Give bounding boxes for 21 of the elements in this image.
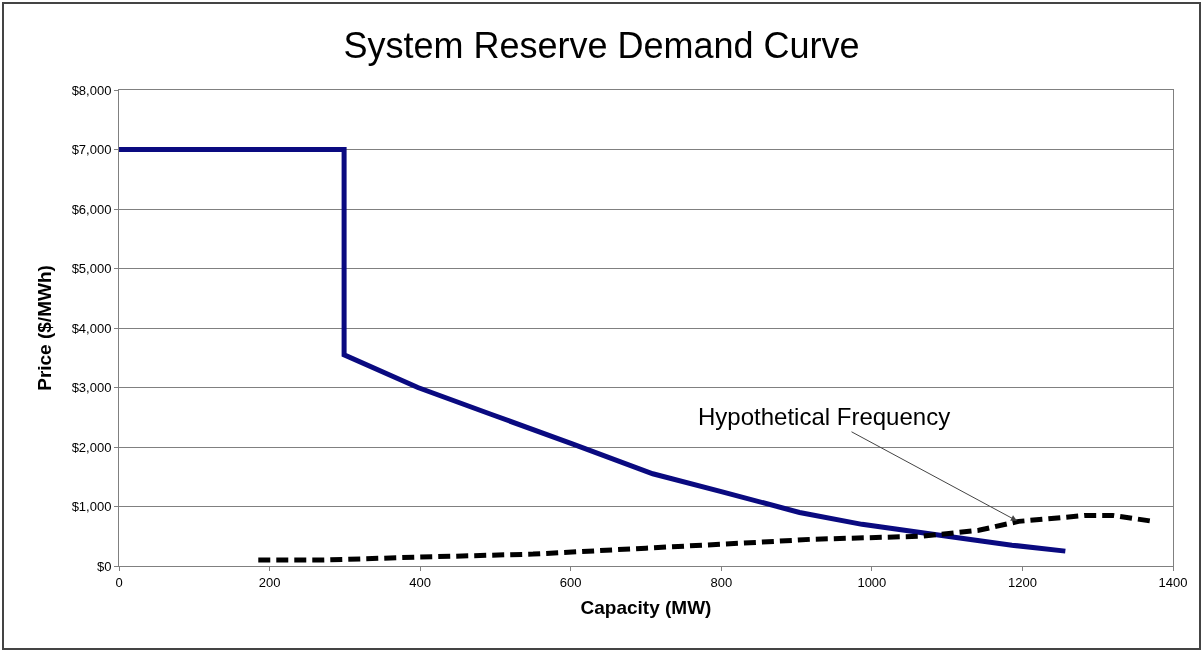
y-tick-label: $8,000 <box>71 82 112 98</box>
y-tick-label: $3,000 <box>71 380 112 396</box>
y-tick-label: $7,000 <box>71 142 112 158</box>
annotation: Hypothetical Frequency <box>698 403 951 430</box>
x-axis-title: Capacity (MW) <box>580 597 712 619</box>
x-tick-label: 1200 <box>1007 574 1037 590</box>
x-tick-label: 800 <box>710 574 733 590</box>
y-axis-title: Price ($/MWh) <box>34 265 56 391</box>
x-tick-label: 400 <box>409 574 431 590</box>
x-tick-label: 600 <box>559 574 582 590</box>
y-tick-label: $2,000 <box>71 439 112 455</box>
chart-title: System Reserve Demand Curve <box>343 25 860 67</box>
x-tick-label: 1000 <box>857 574 887 590</box>
x-tick-label: 0 <box>115 574 123 590</box>
y-tick-label: $0 <box>96 558 112 574</box>
x-tick-label: 1400 <box>1158 574 1188 590</box>
y-tick-label: $1,000 <box>71 499 112 515</box>
y-tick-label: $4,000 <box>71 320 112 336</box>
y-tick-label: $5,000 <box>71 261 112 277</box>
y-tick-label: $6,000 <box>71 201 112 217</box>
x-tick-label: 200 <box>258 574 281 590</box>
